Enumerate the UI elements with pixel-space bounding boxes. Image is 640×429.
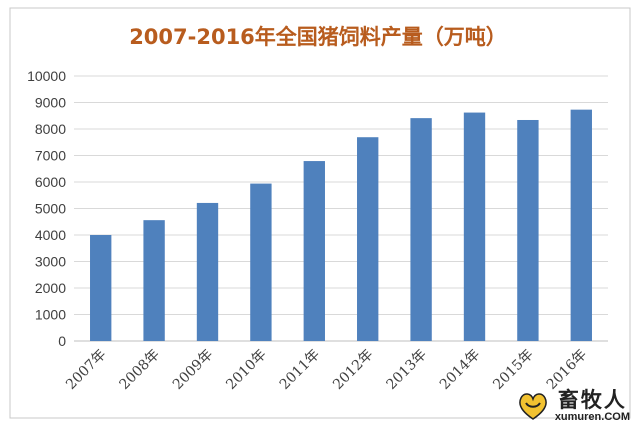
y-tick-label: 6000 bbox=[35, 174, 66, 190]
y-tick-label: 3000 bbox=[35, 254, 66, 270]
bar bbox=[196, 202, 219, 341]
bar bbox=[250, 183, 272, 341]
y-tick-label: 9000 bbox=[35, 95, 66, 111]
y-axis-tick-labels: 0 1000 2000 3000 4000 5000 6000 7000 8000 9000 100… bbox=[27, 68, 66, 349]
bars bbox=[90, 109, 592, 342]
chart-title: 2007-2016年全国猪饲料产量（万吨） bbox=[129, 25, 507, 49]
watermark-url: xumuren.COM bbox=[554, 411, 630, 423]
bar bbox=[410, 118, 432, 341]
watermark: 畜牧人 xumuren.COM bbox=[517, 389, 630, 423]
bar bbox=[143, 220, 165, 341]
heart-logo-icon bbox=[518, 393, 547, 420]
y-tick-label: 5000 bbox=[35, 201, 66, 217]
y-tick-label: 7000 bbox=[35, 148, 66, 164]
bar bbox=[303, 161, 325, 341]
bar bbox=[90, 235, 112, 341]
bar bbox=[517, 119, 539, 342]
y-tick-label: 4000 bbox=[35, 227, 66, 243]
watermark-name: 畜牧人 bbox=[557, 387, 627, 412]
bar bbox=[570, 109, 592, 341]
y-tick-label: 1000 bbox=[35, 307, 66, 323]
bar bbox=[463, 112, 486, 341]
y-tick-label: 10000 bbox=[27, 68, 66, 84]
y-tick-label: 2000 bbox=[35, 280, 66, 296]
bar bbox=[357, 137, 379, 341]
y-tick-label: 0 bbox=[58, 333, 66, 349]
y-tick-label: 8000 bbox=[35, 121, 66, 137]
